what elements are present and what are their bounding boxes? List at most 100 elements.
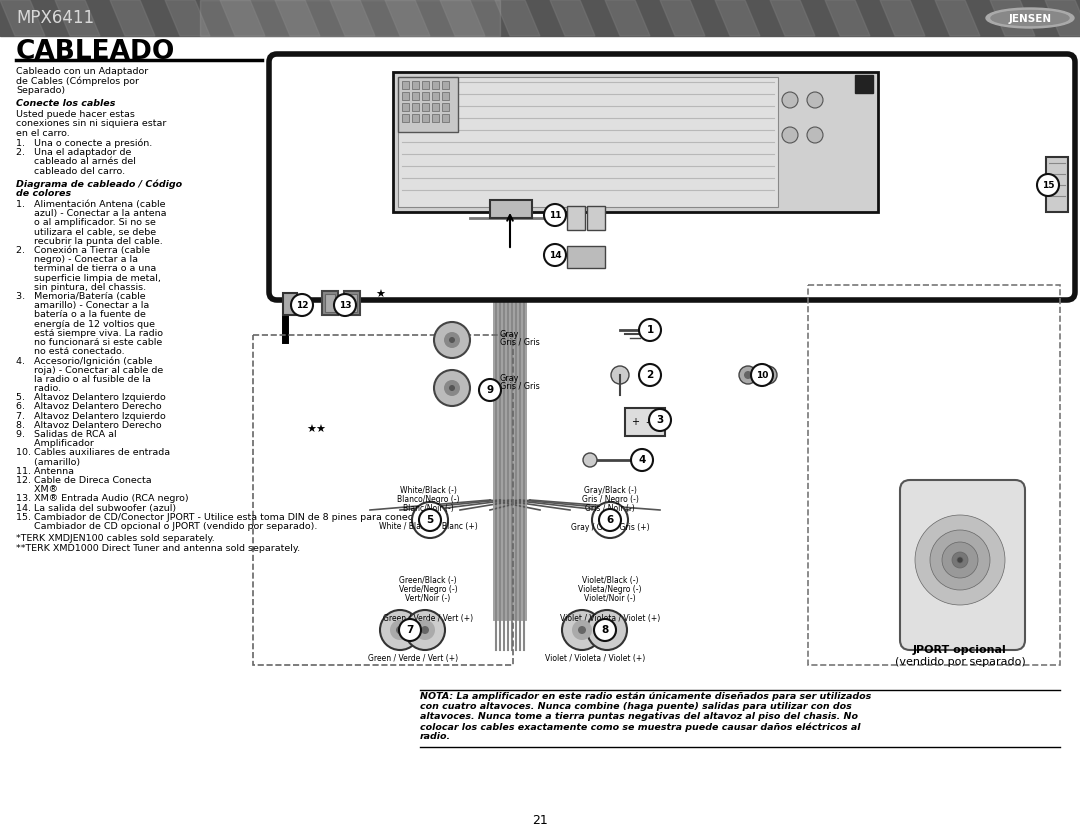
Text: o al amplificador. Si no se: o al amplificador. Si no se — [16, 219, 156, 228]
Circle shape — [428, 518, 432, 522]
Text: JENSEN: JENSEN — [1009, 14, 1052, 24]
Bar — [325, 294, 335, 312]
Ellipse shape — [991, 11, 1069, 26]
Text: 8.   Altavoz Delantero Derecho: 8. Altavoz Delantero Derecho — [16, 421, 162, 430]
Text: 5.   Altavoz Delantero Izquierdo: 5. Altavoz Delantero Izquierdo — [16, 393, 165, 402]
Circle shape — [594, 619, 616, 641]
Circle shape — [421, 626, 429, 634]
Polygon shape — [1045, 0, 1080, 36]
Bar — [1047, 157, 1068, 212]
Text: 6: 6 — [606, 515, 613, 525]
Bar — [402, 103, 409, 111]
Circle shape — [930, 530, 990, 590]
Text: Gris / Negro (-): Gris / Negro (-) — [581, 495, 638, 504]
Text: 11. Antenna: 11. Antenna — [16, 467, 75, 476]
Text: 7.   Altavoz Delantero Izquierdo: 7. Altavoz Delantero Izquierdo — [16, 412, 165, 420]
Circle shape — [597, 620, 617, 640]
Bar — [567, 246, 605, 268]
Circle shape — [599, 509, 621, 531]
Text: cableado del carro.: cableado del carro. — [16, 167, 125, 175]
Bar — [442, 103, 449, 111]
Text: Conecte los cables: Conecte los cables — [16, 98, 116, 108]
Text: White / Blanco / Blanc (+): White / Blanco / Blanc (+) — [379, 522, 477, 531]
Text: Violet / Violeta / Violet (+): Violet / Violeta / Violet (+) — [545, 654, 645, 662]
Circle shape — [405, 610, 445, 650]
Polygon shape — [110, 0, 156, 36]
Text: **TERK XMD1000 Direct Tuner and antenna sold separately.: **TERK XMD1000 Direct Tuner and antenna … — [16, 544, 300, 553]
Text: sin pintura, del chassis.: sin pintura, del chassis. — [16, 283, 146, 292]
Text: 12: 12 — [296, 300, 308, 309]
Polygon shape — [715, 0, 760, 36]
Bar — [393, 72, 878, 212]
Text: no está conectado.: no está conectado. — [16, 347, 124, 356]
Polygon shape — [880, 0, 924, 36]
Polygon shape — [275, 0, 320, 36]
Bar — [402, 81, 409, 89]
Polygon shape — [495, 0, 540, 36]
Circle shape — [603, 626, 611, 634]
Bar — [432, 103, 438, 111]
Text: batería o a la fuente de: batería o a la fuente de — [16, 310, 146, 319]
Circle shape — [434, 322, 470, 358]
Text: Blanc/Noir (-): Blanc/Noir (-) — [403, 504, 454, 513]
Circle shape — [607, 518, 612, 522]
Text: colocar los cables exactamente como se muestra puede causar daños eléctricos al: colocar los cables exactamente como se m… — [420, 722, 861, 731]
Circle shape — [744, 371, 752, 379]
Text: 13: 13 — [339, 300, 351, 309]
Text: 9: 9 — [486, 385, 494, 395]
Text: CABLEADO: CABLEADO — [16, 39, 175, 65]
Text: 12. Cable de Direca Conecta: 12. Cable de Direca Conecta — [16, 476, 151, 485]
Bar — [422, 103, 429, 111]
Polygon shape — [165, 0, 210, 36]
Circle shape — [588, 610, 627, 650]
Circle shape — [449, 337, 455, 343]
Text: azul) - Conectar a la antena: azul) - Conectar a la antena — [16, 209, 166, 219]
Polygon shape — [550, 0, 595, 36]
Text: Cambiador de CD opcional o JPORT (vendido por separado).: Cambiador de CD opcional o JPORT (vendid… — [16, 522, 318, 531]
Polygon shape — [825, 0, 870, 36]
Text: 7: 7 — [406, 625, 414, 635]
Circle shape — [334, 294, 356, 316]
Bar — [347, 294, 357, 312]
Bar — [567, 206, 585, 230]
Polygon shape — [660, 0, 705, 36]
Circle shape — [415, 620, 435, 640]
Text: +  -: + - — [632, 417, 650, 427]
Text: no funcionará si este cable: no funcionará si este cable — [16, 338, 162, 347]
Bar — [432, 114, 438, 122]
Text: White/Black (-): White/Black (-) — [400, 485, 457, 495]
Text: 15: 15 — [1042, 180, 1054, 189]
Circle shape — [422, 512, 438, 528]
Bar — [422, 81, 429, 89]
Circle shape — [649, 409, 671, 431]
Bar — [283, 293, 297, 315]
Polygon shape — [0, 0, 45, 36]
Text: Gray / Gris / Gris (+): Gray / Gris / Gris (+) — [570, 522, 649, 531]
Bar — [411, 103, 419, 111]
Text: Verde/Negro (-): Verde/Negro (-) — [399, 585, 457, 594]
Bar — [399, 77, 778, 207]
Circle shape — [611, 366, 629, 384]
Circle shape — [390, 620, 410, 640]
Circle shape — [419, 509, 441, 531]
Text: NOTA: La amplificador en este radio están únicamente diseñados para ser utilizad: NOTA: La amplificador en este radio está… — [420, 692, 872, 701]
Circle shape — [449, 385, 455, 391]
Text: 2.   Una el adaptador de: 2. Una el adaptador de — [16, 148, 132, 157]
Bar — [442, 81, 449, 89]
Bar — [855, 75, 873, 93]
Bar — [0, 0, 1080, 36]
Circle shape — [764, 371, 772, 379]
Text: la radio o al fusible de la: la radio o al fusible de la — [16, 374, 151, 384]
Bar — [625, 408, 665, 436]
Circle shape — [578, 626, 586, 634]
Text: Gris / Gris: Gris / Gris — [500, 338, 540, 346]
Bar — [399, 77, 458, 132]
Bar — [322, 291, 338, 315]
Text: 15. Cambiador de CD/Conector JPORT - Utilice esta toma DIN de 8 pines para conec: 15. Cambiador de CD/Conector JPORT - Uti… — [16, 513, 442, 522]
Polygon shape — [605, 0, 650, 36]
Circle shape — [759, 366, 777, 384]
FancyBboxPatch shape — [900, 480, 1025, 650]
Text: utilizara el cable, se debe: utilizara el cable, se debe — [16, 228, 157, 237]
Text: 3.   Memoria/Batería (cable: 3. Memoria/Batería (cable — [16, 292, 146, 301]
Text: cableado al arnés del: cableado al arnés del — [16, 157, 136, 166]
